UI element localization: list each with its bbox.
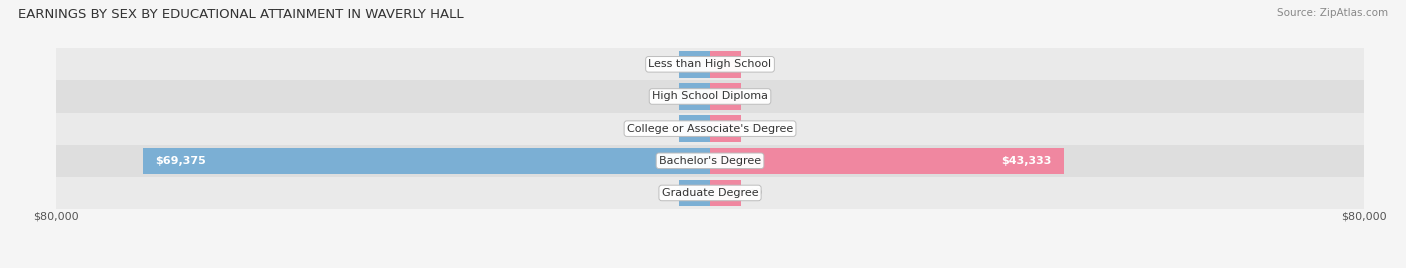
Text: $0: $0 bbox=[748, 188, 762, 198]
Bar bbox=[56, 80, 1364, 113]
Bar bbox=[56, 145, 1364, 177]
Text: Bachelor's Degree: Bachelor's Degree bbox=[659, 156, 761, 166]
Text: $69,375: $69,375 bbox=[155, 156, 207, 166]
Text: $0: $0 bbox=[658, 188, 672, 198]
Bar bbox=[710, 83, 741, 110]
Text: $0: $0 bbox=[658, 124, 672, 134]
Bar bbox=[679, 116, 710, 142]
Text: Less than High School: Less than High School bbox=[648, 59, 772, 69]
Text: $0: $0 bbox=[748, 59, 762, 69]
Text: Source: ZipAtlas.com: Source: ZipAtlas.com bbox=[1277, 8, 1388, 18]
Text: $0: $0 bbox=[748, 124, 762, 134]
Bar bbox=[56, 48, 1364, 80]
Bar bbox=[143, 148, 710, 174]
Text: $0: $0 bbox=[658, 91, 672, 102]
Text: $43,333: $43,333 bbox=[1001, 156, 1052, 166]
Text: EARNINGS BY SEX BY EDUCATIONAL ATTAINMENT IN WAVERLY HALL: EARNINGS BY SEX BY EDUCATIONAL ATTAINMEN… bbox=[18, 8, 464, 21]
Bar bbox=[710, 116, 741, 142]
Bar bbox=[679, 51, 710, 77]
Text: High School Diploma: High School Diploma bbox=[652, 91, 768, 102]
Bar bbox=[679, 83, 710, 110]
Bar bbox=[710, 148, 1064, 174]
Bar bbox=[679, 180, 710, 206]
Bar bbox=[56, 113, 1364, 145]
Bar bbox=[56, 177, 1364, 209]
Text: $0: $0 bbox=[748, 91, 762, 102]
Text: $0: $0 bbox=[658, 59, 672, 69]
Bar bbox=[710, 180, 741, 206]
Bar bbox=[710, 51, 741, 77]
Text: College or Associate's Degree: College or Associate's Degree bbox=[627, 124, 793, 134]
Text: Graduate Degree: Graduate Degree bbox=[662, 188, 758, 198]
